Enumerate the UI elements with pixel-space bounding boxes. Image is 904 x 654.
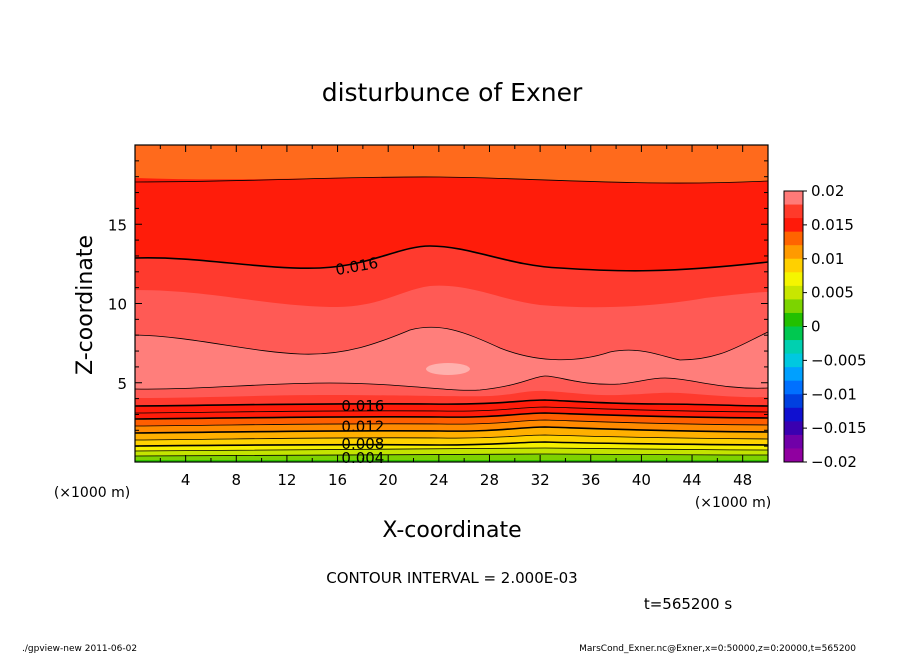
colorbar-tick-label: −0.015 (811, 419, 867, 437)
highlight-patch (426, 363, 470, 375)
colorbar (783, 190, 804, 463)
footer-left: ./gpview-new 2011-06-02 (22, 644, 137, 654)
colorbar-tick-label: 0.005 (811, 284, 854, 302)
contour-line (135, 434, 768, 441)
colorbar-tick-label: 0.02 (811, 182, 844, 200)
x-tick-label: 20 (379, 471, 398, 489)
colorbar-segment (784, 380, 803, 395)
y-axis-label: Z-coordinate (73, 235, 98, 375)
contour-line (135, 176, 768, 184)
contour-line (135, 447, 768, 452)
contour-line-0012 (135, 412, 768, 420)
colorbar-segment (784, 353, 803, 368)
x-tick-label: 8 (232, 471, 242, 489)
colorbar-segment (784, 312, 803, 327)
colorbar-segment (784, 448, 803, 463)
contour-lines (135, 176, 768, 457)
colorbar-segment (784, 421, 803, 436)
contour-label: 0.008 (341, 435, 384, 453)
contour-line (135, 406, 768, 414)
colorbar-segment (784, 340, 803, 355)
colorbar-tick-label: −0.005 (811, 351, 867, 369)
x-tick-label: 24 (429, 471, 448, 489)
y-tick-label: 10 (108, 296, 127, 314)
colorbar-segment (784, 394, 803, 409)
x-tick-label: 16 (328, 471, 347, 489)
contour-line-0008 (135, 426, 768, 434)
contour-line (135, 326, 768, 361)
colorbar-segment (784, 204, 803, 219)
band-top-orange (135, 145, 768, 182)
contour-line (135, 419, 768, 427)
contour-line-0004 (135, 441, 768, 447)
contour-interval-text: CONTOUR INTERVAL = 2.000E-03 (326, 569, 577, 587)
contour-label-text: 0.016 (341, 397, 384, 415)
contour-line (135, 453, 768, 457)
x-tick-label: 4 (181, 471, 191, 489)
x-unit-right: (×1000 m) (695, 495, 771, 511)
colorbar-segment (784, 245, 803, 260)
colorbar-segment (784, 191, 803, 206)
colorbar-tick-label: −0.01 (811, 385, 857, 403)
contour-line-0016-upper (135, 245, 768, 272)
chart-title: disturbunce of Exner (322, 78, 583, 107)
y-tick-labels: 5 10 15 (108, 216, 127, 393)
y-tick-label: 15 (108, 216, 127, 234)
colorbar-segment (784, 258, 803, 273)
footer-right: MarsCond_Exner.nc@Exner,x=0:50000,z=0:20… (579, 644, 856, 654)
x-tick-label: 44 (682, 471, 701, 489)
colorbar-tick-label: 0.01 (811, 250, 844, 268)
x-tick-label: 12 (277, 471, 296, 489)
colorbar-segment (784, 285, 803, 300)
contour-label: 0.012 (341, 418, 384, 436)
contour-label-text: 0.012 (341, 418, 384, 436)
x-axis-label: X-coordinate (382, 518, 521, 543)
colorbar-segment (784, 299, 803, 314)
colorbar-tick-label: 0 (811, 318, 821, 336)
colorbar-segment (784, 367, 803, 382)
colorbar-tick-label: 0.015 (811, 216, 854, 234)
colorbar-tick-label: −0.02 (811, 453, 857, 471)
colorbar-segment (784, 434, 803, 449)
filled-contour-bands (135, 145, 768, 462)
x-tick-label: 28 (480, 471, 499, 489)
x-tick-label: 40 (632, 471, 651, 489)
colorbar-segment (784, 407, 803, 422)
colorbar-segment (784, 272, 803, 287)
contour-label: 0.016 (341, 397, 384, 415)
axis-ticks (135, 145, 768, 462)
x-tick-labels: 4 8 12 16 20 24 28 32 36 40 44 48 (181, 471, 752, 489)
colorbar-segment (784, 218, 803, 233)
contour-label-text: 0.008 (341, 435, 384, 453)
y-tick-label: 5 (117, 375, 127, 393)
colorbar-segment (784, 231, 803, 246)
contour-line (135, 375, 768, 391)
time-text: t=565200 s (644, 595, 732, 613)
x-tick-label: 32 (531, 471, 550, 489)
colorbar-segment (784, 326, 803, 341)
x-tick-label: 48 (733, 471, 752, 489)
x-unit-left: (×1000 m) (54, 485, 130, 501)
contour-line-0016-lower (135, 399, 768, 407)
colorbar-tick-labels: 0.02 0.015 0.01 0.005 0 −0.005 −0.01 −0.015 −0.0… (803, 182, 867, 471)
x-tick-label: 36 (581, 471, 600, 489)
